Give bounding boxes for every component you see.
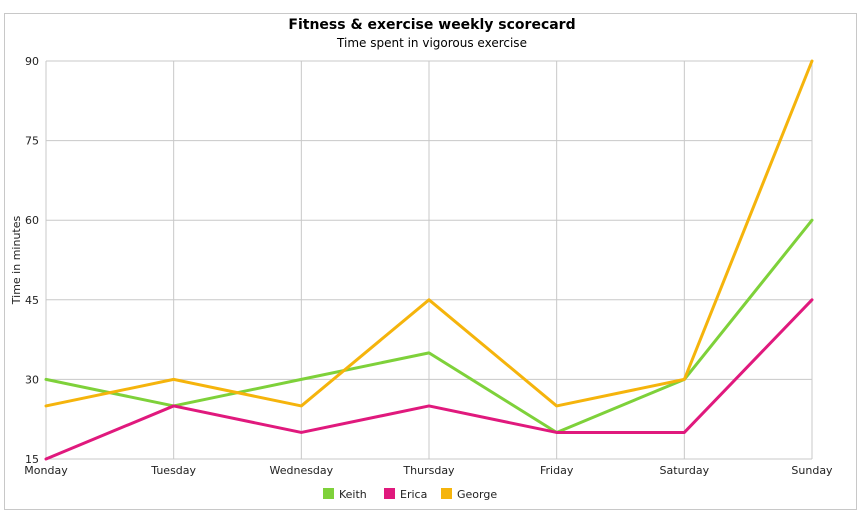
y-tick-label: 45	[25, 294, 39, 307]
y-tick-label: 60	[25, 214, 39, 227]
x-tick-label: Monday	[24, 464, 68, 477]
legend-label: George	[457, 488, 497, 501]
series-lines	[44, 59, 814, 461]
legend-swatch	[384, 488, 395, 499]
y-axis-ticks: 15 30 45 60 75 90	[25, 55, 39, 466]
y-tick-label: 90	[25, 55, 39, 68]
x-tick-label: Friday	[540, 464, 574, 477]
chart-subtitle: Time spent in vigorous exercise	[337, 36, 527, 50]
x-tick-label: Thursday	[402, 464, 455, 477]
x-tick-label: Tuesday	[150, 464, 196, 477]
legend-swatch	[323, 488, 334, 499]
y-axis-label: Time in minutes	[10, 215, 23, 305]
legend: Keith Erica George	[323, 488, 497, 501]
x-tick-label: Sunday	[791, 464, 833, 477]
legend-item-erica: Erica	[384, 488, 427, 501]
y-tick-label: 15	[25, 453, 39, 466]
grid-lines	[45, 60, 813, 460]
y-tick-label: 75	[25, 135, 39, 148]
legend-item-keith: Keith	[323, 488, 367, 501]
legend-item-george: George	[441, 488, 497, 501]
y-tick-label: 30	[25, 373, 39, 386]
x-axis-ticks: Monday Tuesday Wednesday Thursday Friday Satu…	[24, 464, 833, 477]
x-tick-label: Saturday	[660, 464, 710, 477]
series-line-erica	[44, 298, 814, 461]
chart-frame	[4, 13, 857, 510]
x-tick-label: Wednesday	[269, 464, 333, 477]
chart-title: Fitness & exercise weekly scorecard	[288, 17, 576, 33]
legend-label: Erica	[400, 488, 427, 501]
legend-swatch	[441, 488, 452, 499]
series-line-george	[44, 59, 814, 408]
legend-label: Keith	[339, 488, 367, 501]
